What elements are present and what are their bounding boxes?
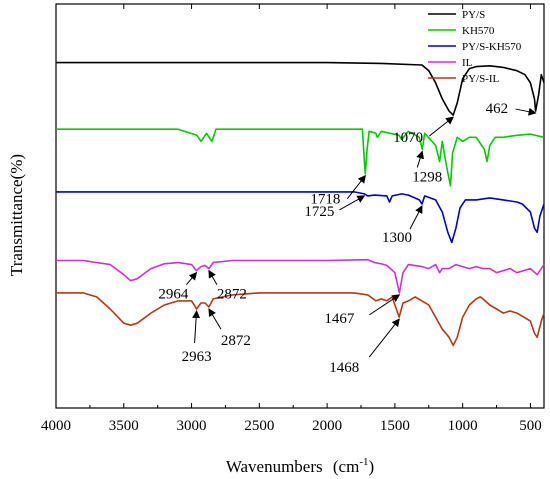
legend: PY/S KH570 PY/S-KH570 IL PY/S-IL bbox=[428, 9, 522, 85]
peak-arrow-py-s-kh570-1725 bbox=[339, 195, 366, 211]
series-line-py-s-kh570 bbox=[56, 191, 545, 244]
x-axis-title-main: Wavenumbers bbox=[226, 457, 323, 476]
peak-label-il-2964: 2964 bbox=[158, 287, 189, 303]
x-axis-title-close: ) bbox=[369, 457, 375, 476]
peak-arrow-py-s-il-1468 bbox=[368, 318, 400, 358]
x-tick-label: 1000 bbox=[448, 418, 478, 434]
peak-arrow-py-s-1070 bbox=[428, 116, 454, 137]
peak-label-il-1467: 1467 bbox=[324, 311, 355, 327]
peak-label-py-s-1070: 1070 bbox=[393, 130, 423, 146]
legend-label-il: IL bbox=[462, 57, 473, 69]
peak-label-py-s-kh570-1725: 1725 bbox=[304, 204, 334, 220]
peak-arrow-il-2872 bbox=[208, 269, 218, 285]
legend-label-py-s-kh570: PY/S-KH570 bbox=[462, 41, 522, 53]
x-tick-label: 2000 bbox=[312, 418, 342, 434]
x-tick-label: 2500 bbox=[244, 418, 274, 434]
x-tick-label: 3500 bbox=[109, 418, 139, 434]
peak-arrow-kh570-1718 bbox=[346, 174, 366, 199]
peak-arrow-py-s-il-2963 bbox=[192, 310, 201, 344]
peak-label-kh570-1718: 1718 bbox=[310, 192, 340, 208]
peak-arrow-py-s-kh570-1300 bbox=[409, 205, 423, 230]
peak-arrow-py-s-462 bbox=[515, 107, 537, 116]
x-tick-label: 1500 bbox=[380, 418, 410, 434]
peak-arrow-il-1467 bbox=[369, 294, 401, 316]
series-line-il bbox=[56, 258, 545, 294]
x-axis-ticks: 4000 3500 3000 2500 2000 1500 1000 500 bbox=[41, 4, 542, 434]
peak-label-py-s-il-1468: 1468 bbox=[329, 360, 359, 376]
series-layer bbox=[56, 61, 545, 347]
legend-label-py-s: PY/S bbox=[462, 9, 485, 21]
x-tick-label: 500 bbox=[519, 418, 542, 434]
peak-arrow-py-s-il-2872 bbox=[208, 308, 222, 330]
annotation-layer: 1070 462 1718 1298 1725 1300 2964 2872 1467 2963 2… bbox=[158, 101, 537, 376]
peak-arrow-il-2964 bbox=[186, 271, 198, 285]
series-line-py-s-il bbox=[56, 292, 545, 347]
series-line-py-s bbox=[56, 61, 545, 116]
peak-arrow-kh570-1298 bbox=[416, 150, 425, 168]
x-axis-title-sup: -1 bbox=[359, 456, 368, 468]
x-tick-label: 4000 bbox=[41, 418, 71, 434]
series-line-kh570 bbox=[56, 128, 545, 187]
x-tick-label: 3000 bbox=[177, 418, 207, 434]
peak-label-py-s-kh570-1300: 1300 bbox=[382, 230, 412, 246]
peak-label-il-2872: 2872 bbox=[217, 287, 247, 303]
legend-label-py-s-il: PY/S-IL bbox=[462, 73, 500, 85]
peak-label-kh570-1298: 1298 bbox=[412, 169, 442, 185]
legend-label-kh570: KH570 bbox=[462, 25, 495, 37]
peak-label-py-s-462: 462 bbox=[486, 101, 509, 117]
x-axis-title-unit: (cm bbox=[333, 457, 359, 476]
y-axis-title: Transmittance(%) bbox=[7, 154, 26, 276]
peak-label-py-s-il-2872: 2872 bbox=[221, 333, 251, 349]
peak-label-py-s-il-2963: 2963 bbox=[182, 349, 212, 365]
x-axis-title: Wavenumbers (cm-1) bbox=[226, 456, 374, 476]
